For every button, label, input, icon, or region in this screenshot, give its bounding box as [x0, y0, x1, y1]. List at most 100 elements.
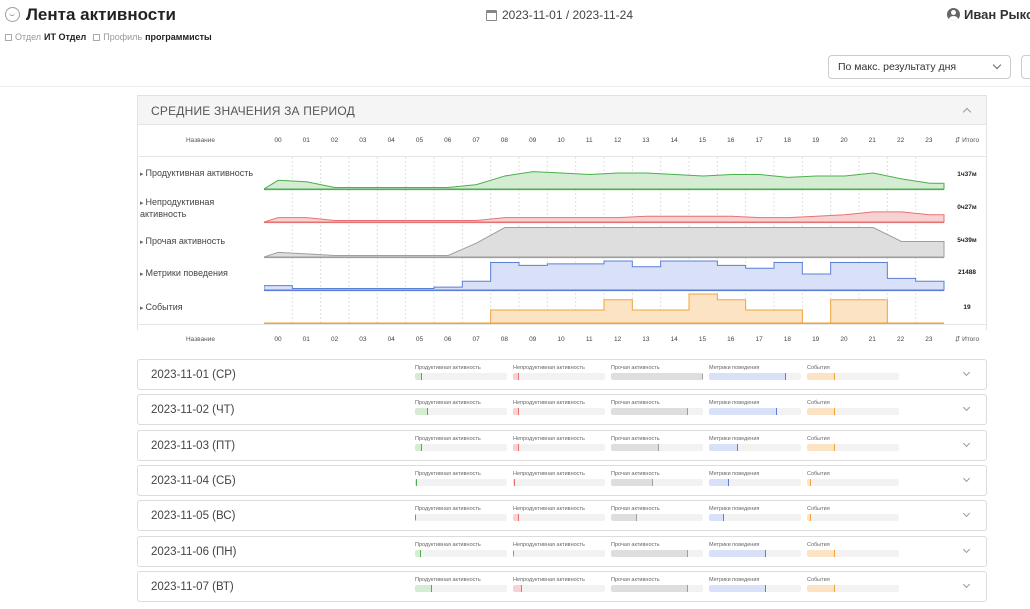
mini-bar-marker: [415, 514, 416, 522]
extra-button[interactable]: [1021, 55, 1030, 79]
mini-bar-label: События: [807, 470, 830, 477]
mini-bar-marker: [415, 478, 417, 486]
mini-bar-1: Непродуктивная активность: [513, 436, 605, 451]
chevron-down-icon: [992, 60, 1002, 70]
metric-total-other: 5ч39м: [957, 237, 977, 244]
hour-label: 11: [585, 336, 593, 343]
mini-bar-1: Непродуктивная активность: [513, 400, 605, 416]
mini-bar-2: Прочая активность: [611, 542, 703, 557]
total-column-header[interactable]: ⇵ Итого: [947, 335, 987, 343]
mini-bar-fill: [415, 443, 423, 451]
profile-value[interactable]: программисты: [145, 32, 212, 42]
mini-bar-label: Продуктивная активность: [415, 365, 481, 371]
mini-bar-track: [611, 408, 703, 416]
mini-bar-3: Метрики поведения: [709, 506, 801, 522]
mini-bar-marker: [635, 514, 637, 522]
date-range-text: 2023-11-01 / 2023-11-24: [502, 8, 633, 22]
day-row[interactable]: 2023-11-04 (СБ) Продуктивная активность Не…: [137, 464, 987, 496]
mini-bar-marker: [430, 584, 432, 592]
mini-bar-fill: [709, 584, 767, 592]
metric-label-events[interactable]: События: [140, 302, 182, 314]
chevron-down-icon[interactable]: [962, 439, 971, 447]
mini-bar-fill: [709, 514, 724, 522]
chevron-up-icon[interactable]: [962, 107, 972, 117]
mini-bar-label: Непродуктивная активность: [513, 400, 585, 407]
day-date: 2023-11-02 (ЧТ): [151, 404, 235, 417]
metric-label-other[interactable]: Прочая активность: [140, 236, 225, 248]
mini-bar-0: Продуктивная активность: [415, 506, 507, 522]
mini-bar-fill: [709, 549, 767, 557]
series-area-productive: [264, 171, 945, 190]
hour-label: 12: [613, 336, 622, 343]
page-title: Лента активности: [26, 5, 177, 24]
day-row[interactable]: 2023-11-07 (ВТ) Продуктивная активность Не…: [137, 570, 987, 602]
metric-total-events: 19: [963, 304, 971, 311]
mini-bar-4: События: [807, 542, 899, 557]
mini-bar-fill: [513, 408, 519, 416]
day-row[interactable]: 2023-11-01 (СР) Продуктивная активность Не…: [137, 359, 987, 390]
date-range-picker[interactable]: 2023-11-01 / 2023-11-24: [486, 8, 633, 22]
hour-label: 17: [755, 336, 763, 343]
hour-label: 06: [444, 137, 452, 144]
mini-bar-fill: [513, 373, 519, 380]
series-area-unproductive: [264, 211, 945, 223]
mini-bar-track: [513, 443, 605, 451]
day-row[interactable]: 2023-11-05 (ВС) Продуктивная активность Не…: [137, 500, 987, 532]
user-name: Иван Рыков: [964, 7, 1030, 22]
mini-bar-track: [807, 478, 899, 486]
hour-label: 02: [330, 336, 339, 343]
day-row[interactable]: 2023-11-06 (ПН) Продуктивная активность Не…: [137, 535, 987, 567]
mini-bar-fill: [415, 408, 428, 416]
user-avatar-icon: [947, 8, 960, 21]
mini-bar-marker: [687, 584, 689, 592]
mini-bar-label: Непродуктивная активность: [513, 365, 585, 371]
mini-bar-3: Метрики поведения: [709, 577, 801, 592]
mini-bar-track: [415, 408, 507, 416]
mini-bar-track: [415, 373, 507, 380]
mini-bar-marker: [419, 549, 421, 557]
mini-bar-label: Продуктивная активность: [415, 506, 481, 513]
chevron-down-icon[interactable]: [962, 510, 971, 518]
summary-panel: СРЕДНИЕ ЗНАЧЕНИЯ ЗА ПЕРИОД: [137, 95, 987, 330]
mini-bar-2: Прочая активность: [611, 436, 703, 451]
day-row[interactable]: 2023-11-02 (ЧТ) Продуктивная активность Не…: [137, 394, 987, 426]
mini-bar-label: Метрики поведения: [709, 506, 760, 513]
user-menu[interactable]: Иван Рыков G: [947, 7, 1030, 22]
mini-bar-label: Прочая активность: [611, 506, 660, 513]
chevron-down-icon[interactable]: [962, 404, 971, 412]
summary-panel-header[interactable]: СРЕДНИЕ ЗНАЧЕНИЯ ЗА ПЕРИОД: [138, 96, 986, 125]
mini-bar-4: События: [807, 365, 899, 380]
chevron-down-icon[interactable]: [962, 368, 971, 377]
hour-label: 20: [840, 137, 848, 144]
mini-bar-fill: [513, 443, 519, 451]
day-row[interactable]: 2023-11-03 (ПТ) Продуктивная активность Не…: [137, 429, 987, 461]
mini-bar-label: Продуктивная активность: [415, 541, 481, 548]
mini-bar-label: Прочая активность: [611, 400, 660, 407]
metric-label-behavior[interactable]: Метрики поведения: [140, 268, 227, 280]
mini-bar-label: Метрики поведения: [709, 470, 760, 477]
chevron-down-icon[interactable]: [962, 474, 971, 482]
chevron-down-icon[interactable]: [962, 580, 971, 588]
mini-bar-4: События: [807, 436, 899, 451]
total-column-header[interactable]: ⇵ Итого: [947, 136, 987, 144]
mini-bar-fill: [807, 514, 811, 522]
metric-label-unproductive[interactable]: Непродуктивная активность: [140, 197, 250, 220]
mini-bar-4: События: [807, 471, 899, 486]
hour-label: 16: [727, 137, 735, 144]
mini-bar-2: Прочая активность: [611, 365, 703, 380]
metric-label-productive[interactable]: Продуктивная активность: [140, 168, 253, 180]
app-logo-icon[interactable]: [5, 7, 20, 22]
divider: [137, 156, 987, 157]
mini-bar-marker: [687, 408, 689, 416]
sort-select[interactable]: По макс. результату дня: [828, 55, 1011, 79]
department-value[interactable]: ИТ Отдел: [44, 32, 87, 42]
mini-bar-fill: [611, 373, 703, 380]
mini-bar-track: [807, 443, 899, 451]
mini-bar-fill: [709, 408, 778, 416]
hour-label: 08: [500, 336, 508, 343]
mini-bar-label: События: [807, 400, 830, 407]
chevron-down-icon[interactable]: [962, 545, 971, 553]
mini-bar-track: [709, 478, 801, 486]
mini-bar-label: Продуктивная активность: [415, 576, 481, 583]
hour-label: 10: [557, 137, 565, 144]
